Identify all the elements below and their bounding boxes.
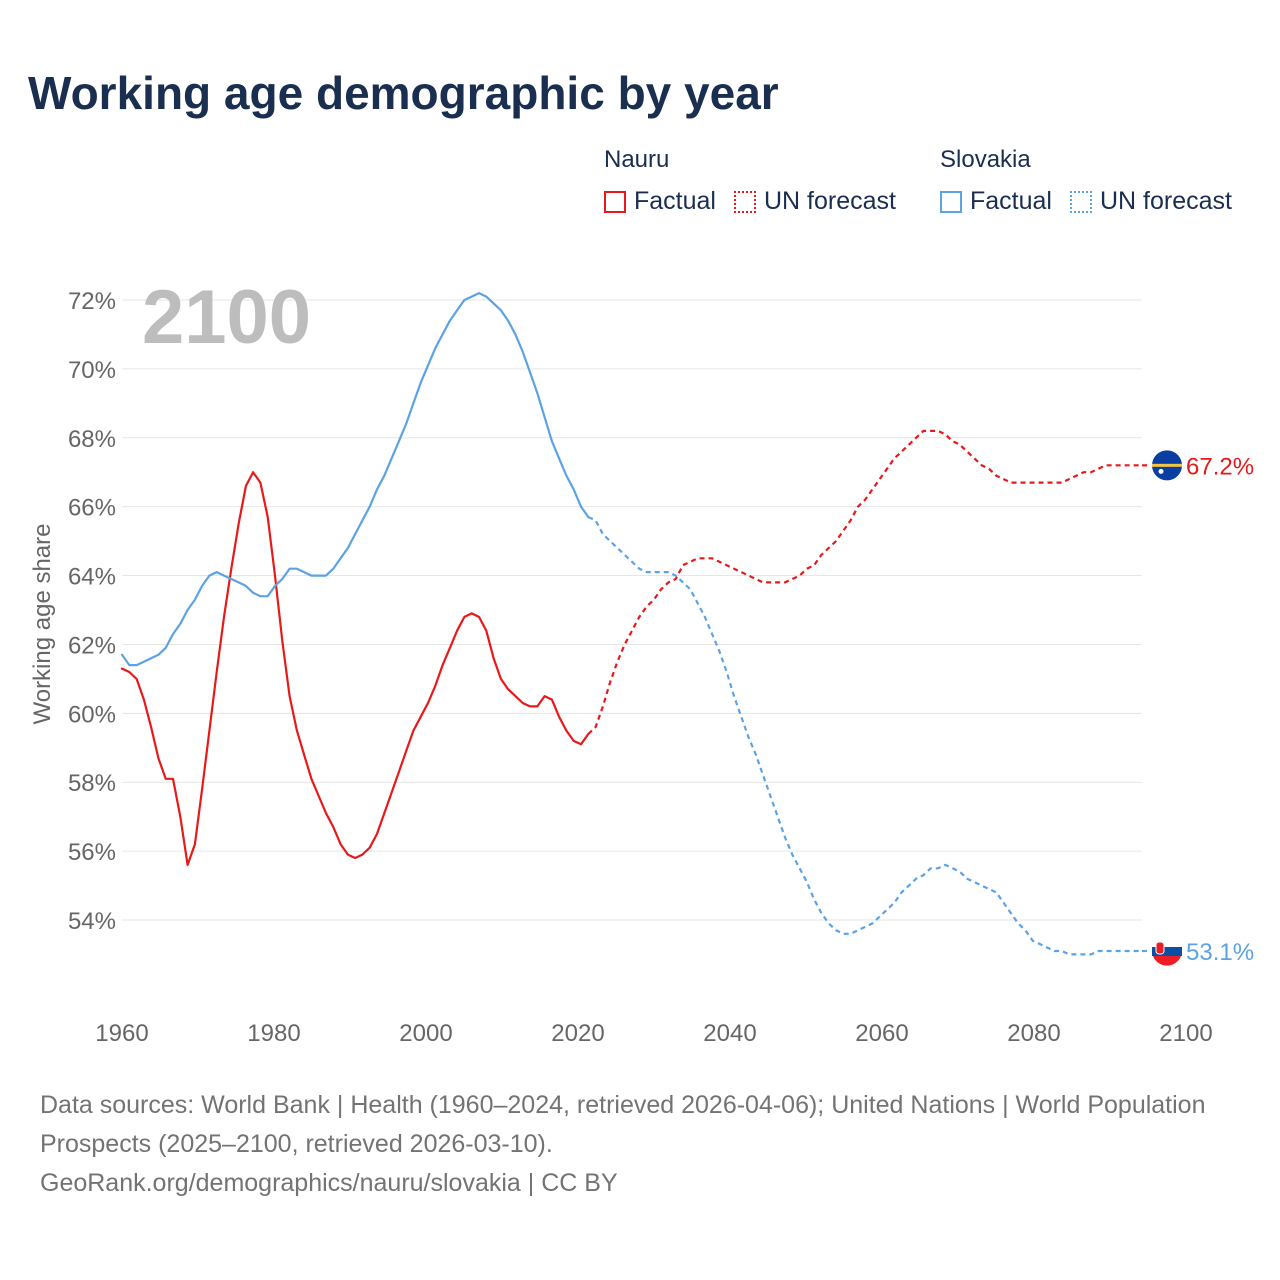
y-tick-label: 70% [68,357,116,384]
legend-item-nauru-factual[interactable]: Factual [604,187,716,216]
legend-label: Factual [970,187,1052,215]
y-tick-label: 72% [68,288,116,315]
data-sources-text: Data sources: World Bank | Health (1960–… [40,1091,1206,1158]
slovakia-flag-band [1153,956,1181,966]
legend-label: UN forecast [763,187,896,215]
series-line-slovakia-forecast [587,516,1142,956]
legend-group-nauru: Nauru Factual UN forecast [604,145,896,216]
nauru-flag-stripe [1152,463,1182,467]
legend-swatch-dotted-icon [733,190,756,213]
x-tick-label: 2040 [703,1020,756,1047]
y-tick-label: 62% [68,632,116,659]
x-tick-label: 2060 [855,1020,908,1047]
y-tick-label: 54% [68,908,116,935]
chart-title: Working age demographic by year [28,67,779,119]
end-value-label-slovakia: 53.1% [1186,939,1254,966]
year-watermark: 2100 [142,275,311,360]
legend-title-slovakia: Slovakia [940,146,1031,173]
x-tick-label: 1980 [247,1020,300,1047]
series-line-nauru-forecast [587,429,1142,735]
series-line-slovakia-factual [120,292,590,667]
end-value-label-nauru: 67.2% [1186,453,1254,480]
legend-label: UN forecast [1099,187,1232,215]
credit-text: GeoRank.org/demographics/nauru/slovakia … [40,1169,618,1197]
y-tick-label: 64% [68,564,116,591]
footer: Data sources: World Bank | Health (1960–… [40,1086,1240,1203]
legend-item-nauru-forecast[interactable]: UN forecast [733,187,896,216]
legend-swatch-solid-icon [940,190,962,213]
x-tick-label: 1960 [95,1020,148,1047]
legend-swatch-solid-icon [604,190,626,213]
y-tick-label: 58% [68,770,116,797]
x-tick-label: 2080 [1007,1020,1060,1047]
legend-label: Factual [634,187,716,215]
legend-item-slovakia-forecast[interactable]: UN forecast [1069,187,1232,216]
series-line-nauru-factual [120,471,590,866]
y-tick-label: 60% [68,701,116,728]
legend-item-slovakia-factual[interactable]: Factual [940,187,1052,216]
x-tick-label: 2100 [1159,1020,1212,1047]
legend-group-slovakia: Slovakia Factual UN forecast [940,145,1232,216]
y-tick-label: 66% [68,495,116,522]
x-tick-label: 2000 [399,1020,452,1047]
y-axis-label: Working age share [29,524,56,725]
slovakia-flag-shield [1155,941,1165,955]
x-tick-label: 2020 [551,1020,604,1047]
legend-swatch-dotted-icon [1069,190,1092,213]
line-chart: 54% 56% 58% 60% 62% 64% 66% 68% 70% 72% 1960 1980 20… [29,275,1254,1047]
y-tick-label: 68% [68,426,116,453]
y-tick-label: 56% [68,839,116,866]
nauru-flag-star [1158,468,1164,474]
legend-title-nauru: Nauru [604,146,670,173]
